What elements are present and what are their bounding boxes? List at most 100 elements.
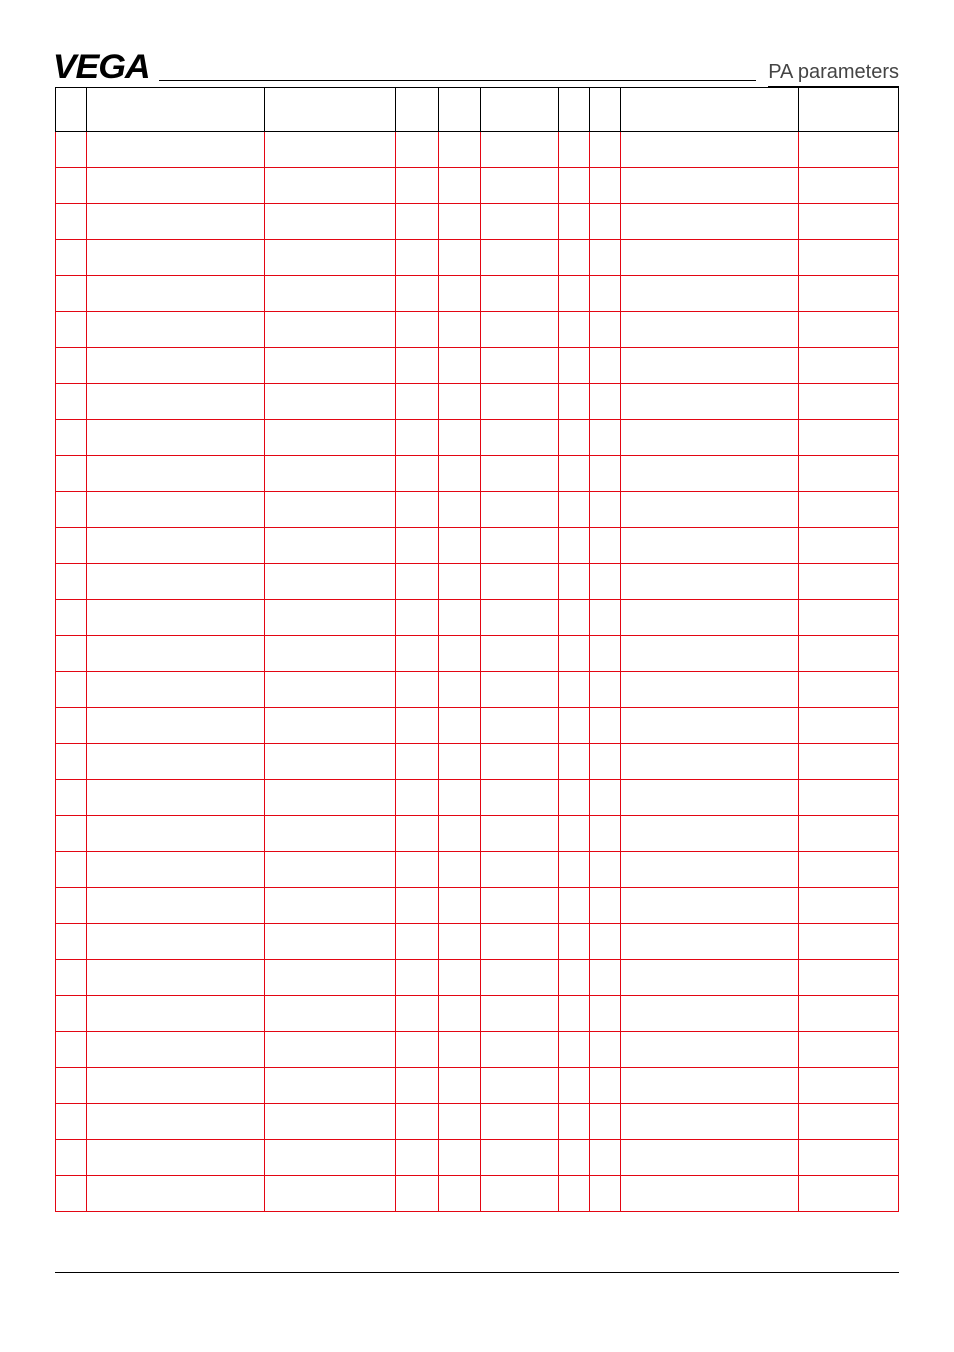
table-row — [56, 528, 899, 564]
table-cell — [396, 1104, 438, 1140]
table-cell — [87, 708, 265, 744]
table-cell — [438, 744, 480, 780]
table-cell — [265, 456, 396, 492]
table-cell — [396, 960, 438, 996]
col-header — [396, 88, 438, 132]
table-cell — [480, 456, 558, 492]
table-cell — [87, 960, 265, 996]
table-cell — [438, 960, 480, 996]
table-cell — [620, 564, 798, 600]
table-header-row — [56, 88, 899, 132]
table-cell — [396, 312, 438, 348]
table-cell — [589, 528, 620, 564]
table-cell — [438, 1104, 480, 1140]
table-cell — [396, 636, 438, 672]
table-cell — [396, 888, 438, 924]
table-cell — [620, 240, 798, 276]
table-cell — [396, 420, 438, 456]
table-cell — [265, 996, 396, 1032]
table-header — [56, 88, 899, 132]
table-row — [56, 636, 899, 672]
table-cell — [480, 420, 558, 456]
table-cell — [480, 996, 558, 1032]
table-cell — [56, 1032, 87, 1068]
table-cell — [265, 312, 396, 348]
table-cell — [438, 240, 480, 276]
table-cell — [798, 780, 898, 816]
table-cell — [87, 636, 265, 672]
table-cell — [589, 348, 620, 384]
table-cell — [480, 348, 558, 384]
table-cell — [265, 1176, 396, 1212]
table-cell — [265, 1140, 396, 1176]
table-cell — [265, 636, 396, 672]
table-cell — [56, 780, 87, 816]
table-cell — [558, 1104, 589, 1140]
table-cell — [558, 636, 589, 672]
table-cell — [396, 528, 438, 564]
table-cell — [87, 204, 265, 240]
table-cell — [438, 888, 480, 924]
page-header: VEGA PA parameters — [55, 48, 899, 87]
table-cell — [480, 780, 558, 816]
table-cell — [56, 312, 87, 348]
table-cell — [87, 240, 265, 276]
col-header — [798, 88, 898, 132]
table-cell — [87, 528, 265, 564]
table-cell — [87, 672, 265, 708]
table-cell — [438, 420, 480, 456]
table-row — [56, 1140, 899, 1176]
table-cell — [56, 636, 87, 672]
table-row — [56, 960, 899, 996]
table-cell — [480, 672, 558, 708]
table-cell — [396, 204, 438, 240]
table-cell — [589, 744, 620, 780]
table-cell — [480, 528, 558, 564]
table-cell — [558, 420, 589, 456]
table-cell — [589, 240, 620, 276]
table-cell — [558, 240, 589, 276]
table-cell — [56, 924, 87, 960]
table-cell — [480, 1104, 558, 1140]
table-cell — [56, 240, 87, 276]
table-cell — [798, 888, 898, 924]
table-cell — [798, 1068, 898, 1104]
table-cell — [265, 240, 396, 276]
table-row — [56, 1104, 899, 1140]
table-cell — [87, 888, 265, 924]
table-cell — [56, 564, 87, 600]
table-cell — [798, 672, 898, 708]
table-cell — [558, 204, 589, 240]
table-cell — [56, 204, 87, 240]
table-cell — [396, 780, 438, 816]
table-cell — [798, 492, 898, 528]
table-cell — [798, 564, 898, 600]
vega-logo: VEGA — [53, 48, 150, 87]
table-cell — [438, 348, 480, 384]
table-cell — [620, 204, 798, 240]
table-cell — [558, 276, 589, 312]
table-cell — [480, 816, 558, 852]
page-title: PA parameters — [768, 61, 899, 87]
table-row — [56, 888, 899, 924]
table-cell — [56, 420, 87, 456]
table-cell — [620, 744, 798, 780]
table-cell — [438, 780, 480, 816]
table-cell — [265, 600, 396, 636]
table-cell — [438, 312, 480, 348]
table-cell — [438, 528, 480, 564]
table-cell — [558, 132, 589, 168]
table-cell — [87, 1104, 265, 1140]
table-cell — [396, 600, 438, 636]
table-cell — [620, 636, 798, 672]
table-cell — [396, 1176, 438, 1212]
table-cell — [558, 456, 589, 492]
table-cell — [56, 384, 87, 420]
table-cell — [589, 996, 620, 1032]
table-cell — [589, 600, 620, 636]
table-cell — [620, 1140, 798, 1176]
table-cell — [56, 528, 87, 564]
table-cell — [438, 384, 480, 420]
table-cell — [620, 384, 798, 420]
table-row — [56, 132, 899, 168]
